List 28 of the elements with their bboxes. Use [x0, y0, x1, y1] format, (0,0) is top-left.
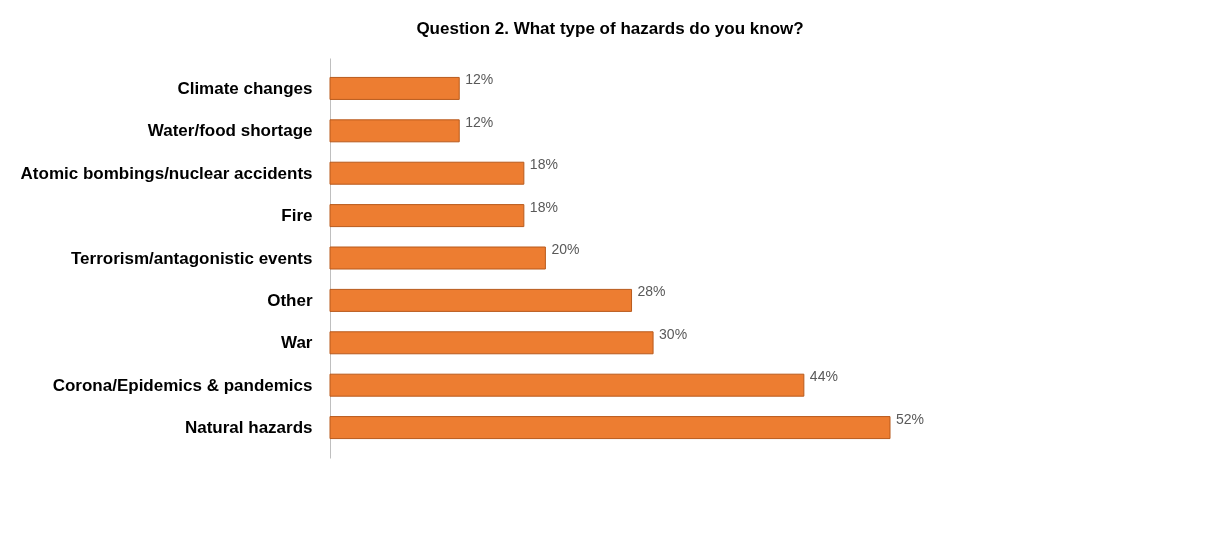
- bar: [329, 331, 654, 355]
- bar: [329, 246, 546, 270]
- data-label: 30%: [659, 325, 688, 342]
- data-label: 12%: [465, 113, 494, 130]
- y-tick-label: War: [281, 333, 313, 353]
- data-label: 12%: [465, 71, 494, 88]
- y-tick-label: Atomic bombings/nuclear accidents: [20, 163, 313, 183]
- data-label: 20%: [551, 241, 580, 257]
- bar: [329, 76, 460, 100]
- y-tick-label: Climate changes: [177, 78, 313, 98]
- y-tick-label: Other: [267, 290, 313, 310]
- data-label: 52%: [896, 410, 925, 427]
- bar: [329, 161, 525, 185]
- bar: [329, 416, 891, 440]
- bar: [329, 373, 805, 397]
- y-tick-label: Fire: [281, 206, 313, 226]
- data-label: 44%: [809, 368, 838, 385]
- bar: [329, 204, 525, 228]
- bar: [329, 288, 633, 312]
- y-tick-label: Terrorism/antagonistic events: [70, 248, 313, 268]
- data-label: 28%: [637, 283, 666, 300]
- y-tick-label: Water/food shortage: [147, 121, 313, 141]
- chart-title: Question 2. What type of hazards do you know?: [416, 19, 804, 38]
- y-tick-label: Corona/Epidemics & pandemics: [52, 375, 313, 395]
- data-label: 18%: [529, 198, 558, 215]
- y-tick-label: Natural hazards: [184, 418, 313, 438]
- bar: [329, 119, 460, 143]
- data-label: 18%: [529, 156, 558, 173]
